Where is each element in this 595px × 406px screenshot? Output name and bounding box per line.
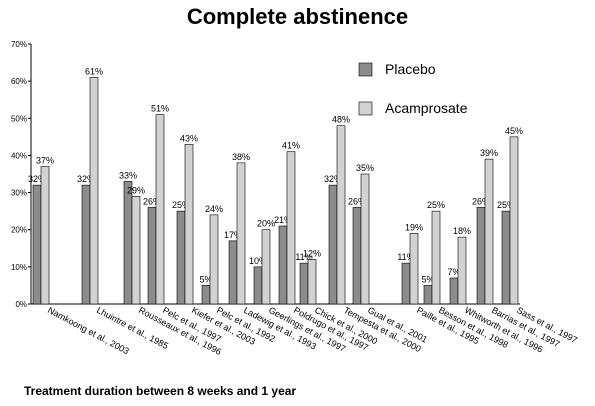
acamprosate-bar bbox=[184, 143, 194, 305]
acamprosate-bar bbox=[431, 210, 441, 305]
category-label: Namkoong et al., 2003 bbox=[46, 305, 131, 356]
acamprosate-bar bbox=[509, 136, 519, 305]
acamprosate-bar bbox=[131, 195, 141, 305]
placebo-value-label: 25% bbox=[172, 200, 190, 210]
acamprosate-bar bbox=[409, 233, 419, 305]
placebo-bar bbox=[328, 184, 338, 305]
acamprosate-value-label: 20% bbox=[257, 219, 275, 229]
placebo-value-label: 26% bbox=[472, 196, 490, 206]
acamprosate-bar bbox=[360, 173, 370, 305]
acamprosate-value-label: 38% bbox=[232, 152, 250, 162]
placebo-bar bbox=[147, 207, 157, 305]
placebo-bar bbox=[123, 181, 133, 305]
y-tick-label: 50% bbox=[11, 114, 27, 123]
legend-label-placebo: Placebo bbox=[385, 61, 436, 77]
acamprosate-value-label: 35% bbox=[356, 163, 374, 173]
placebo-value-label: 5% bbox=[421, 274, 434, 284]
acamprosate-value-label: 24% bbox=[205, 204, 223, 214]
placebo-value-label: 26% bbox=[348, 196, 366, 206]
acamprosate-bar bbox=[336, 125, 346, 305]
placebo-value-label: 32% bbox=[77, 174, 95, 184]
placebo-bar bbox=[449, 277, 459, 305]
placebo-bar bbox=[401, 262, 411, 305]
placebo-value-label: 17% bbox=[224, 230, 242, 240]
acamprosate-bar bbox=[484, 158, 494, 305]
placebo-value-label: 32% bbox=[324, 174, 342, 184]
acamprosate-bar bbox=[40, 166, 50, 305]
acamprosate-value-label: 43% bbox=[180, 133, 198, 143]
chart-footnote: Treatment duration between 8 weeks and 1… bbox=[24, 384, 297, 398]
legend-swatch-placebo bbox=[358, 62, 373, 77]
acamprosate-bar bbox=[236, 162, 246, 305]
acamprosate-value-label: 12% bbox=[303, 248, 321, 258]
acamprosate-bar bbox=[286, 151, 296, 305]
acamprosate-value-label: 25% bbox=[427, 200, 445, 210]
acamprosate-bar bbox=[209, 214, 219, 305]
placebo-bar bbox=[476, 207, 486, 305]
placebo-bar bbox=[253, 266, 263, 305]
y-tick-label: 0% bbox=[15, 300, 27, 309]
placebo-value-label: 25% bbox=[497, 200, 515, 210]
placebo-value-label: 7% bbox=[447, 267, 460, 277]
placebo-bar bbox=[299, 262, 309, 305]
placebo-bar bbox=[352, 207, 362, 305]
placebo-value-label: 21% bbox=[274, 215, 292, 225]
acamprosate-value-label: 45% bbox=[505, 126, 523, 136]
legend-label-acamprosate: Acamprosate bbox=[385, 100, 468, 116]
placebo-value-label: 10% bbox=[249, 256, 267, 266]
y-tick-label: 70% bbox=[11, 40, 27, 49]
placebo-bar bbox=[176, 210, 186, 305]
acamprosate-value-label: 37% bbox=[36, 156, 54, 166]
acamprosate-value-label: 29% bbox=[127, 185, 145, 195]
acamprosate-value-label: 19% bbox=[405, 222, 423, 232]
y-tick-label: 30% bbox=[11, 189, 27, 198]
placebo-bar bbox=[32, 184, 42, 305]
placebo-bar bbox=[81, 184, 91, 305]
acamprosate-bar bbox=[89, 77, 99, 305]
placebo-value-label: 32% bbox=[28, 174, 46, 184]
placebo-value-label: 33% bbox=[119, 170, 137, 180]
placebo-bar bbox=[501, 210, 511, 305]
acamprosate-value-label: 18% bbox=[453, 226, 471, 236]
acamprosate-value-label: 41% bbox=[282, 141, 300, 151]
y-tick-label: 60% bbox=[11, 77, 27, 86]
placebo-value-label: 11% bbox=[397, 252, 414, 262]
acamprosate-value-label: 51% bbox=[151, 104, 169, 114]
acamprosate-value-label: 39% bbox=[480, 148, 498, 158]
acamprosate-value-label: 48% bbox=[332, 115, 350, 125]
acamprosate-bar bbox=[155, 114, 165, 305]
y-tick-label: 20% bbox=[11, 226, 27, 235]
acamprosate-value-label: 61% bbox=[85, 66, 103, 76]
placebo-bar bbox=[423, 285, 433, 305]
chart-title: Complete abstinence bbox=[186, 4, 409, 29]
placebo-value-label: 5% bbox=[199, 274, 212, 284]
acamprosate-bar bbox=[261, 229, 271, 305]
placebo-value-label: 11% bbox=[295, 252, 312, 262]
y-tick-label: 10% bbox=[11, 263, 27, 272]
placebo-bar bbox=[228, 240, 238, 305]
acamprosate-bar bbox=[457, 236, 467, 305]
placebo-value-label: 26% bbox=[143, 196, 161, 206]
placebo-bar bbox=[201, 285, 211, 305]
acamprosate-bar bbox=[307, 259, 317, 305]
y-tick-label: 40% bbox=[11, 151, 27, 160]
legend-swatch-acamprosate bbox=[358, 101, 373, 116]
placebo-bar bbox=[278, 225, 288, 305]
